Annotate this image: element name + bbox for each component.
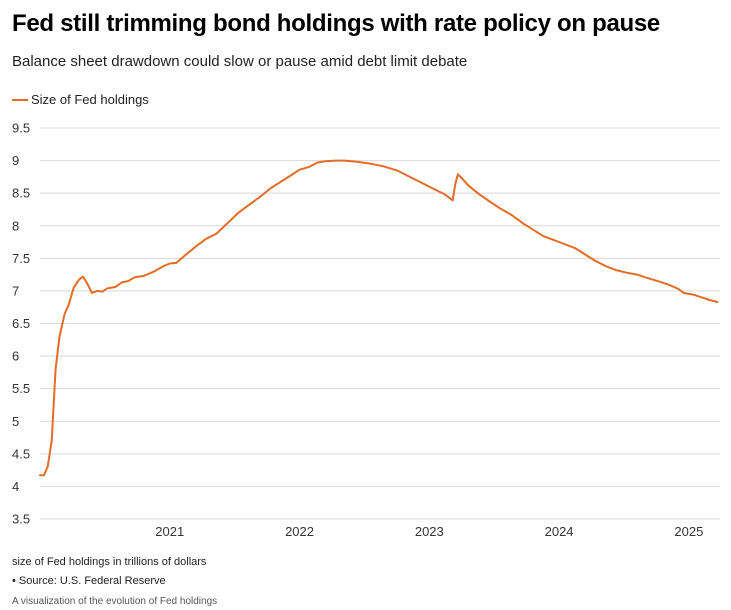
y-tick-label: 7 xyxy=(12,283,19,298)
y-tick-label: 5 xyxy=(12,414,19,429)
x-axis-ticks: 2021 2022 2023 2024 2025 xyxy=(155,524,703,539)
y-tick-label: 4.5 xyxy=(12,446,30,461)
y-axis-ticks: 3.5 4 4.5 5 5.5 6 6.5 7 7.5 8 8.5 9 9.5 xyxy=(12,121,30,527)
y-tick-label: 6.5 xyxy=(12,316,30,331)
y-tick-label: 5.5 xyxy=(12,381,30,396)
chart-legend: Size of Fed holdings xyxy=(12,92,149,107)
x-tick-label: 2023 xyxy=(415,524,444,539)
grid-lines xyxy=(40,127,720,520)
series-layer xyxy=(39,159,719,477)
y-tick-label: 7.5 xyxy=(12,251,30,266)
x-tick-label: 2022 xyxy=(285,524,314,539)
y-tick-label: 3.5 xyxy=(12,512,30,527)
x-tick-label: 2025 xyxy=(674,524,703,539)
y-tick-label: 9 xyxy=(12,153,19,168)
chart-description: A visualization of the evolution of Fed … xyxy=(12,596,218,607)
line-chart: 3.5 4 4.5 5 5.5 6 6.5 7 7.5 8 8.5 9 9.5 2021 2022 2023… xyxy=(12,121,720,539)
source-note: • Source: U.S. Federal Reserve xyxy=(12,575,166,587)
x-tick-label: 2021 xyxy=(155,524,184,539)
y-tick-label: 6 xyxy=(12,349,19,364)
y-tick-label: 4 xyxy=(12,479,19,494)
series-line-fed-holdings xyxy=(39,159,719,477)
legend-swatch xyxy=(12,98,28,101)
units-note: size of Fed holdings in trillions of dol… xyxy=(12,556,207,568)
y-tick-label: 9.5 xyxy=(12,121,30,136)
legend-label: Size of Fed holdings xyxy=(31,92,149,107)
chart-subtitle: Balance sheet drawdown could slow or pau… xyxy=(12,53,468,70)
y-tick-label: 8 xyxy=(12,218,19,233)
chart-title: Fed still trimming bond holdings with ra… xyxy=(12,10,660,37)
y-tick-label: 8.5 xyxy=(12,186,30,201)
x-tick-label: 2024 xyxy=(545,524,574,539)
